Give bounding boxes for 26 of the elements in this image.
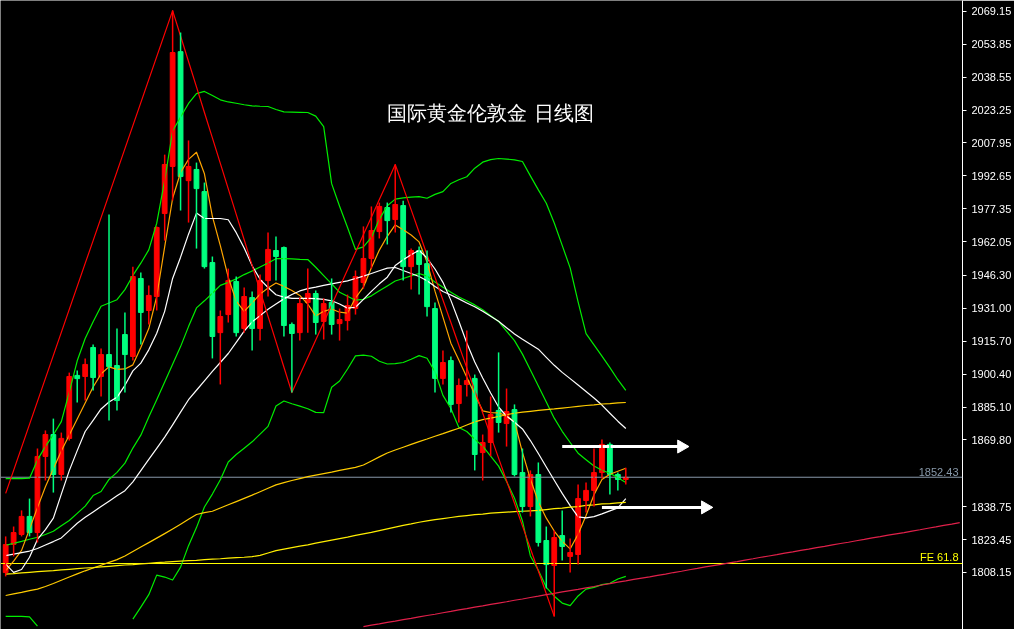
ref-line-label: FE 61.8 [919, 550, 959, 563]
y-tick-label: 1838.75 [971, 500, 1012, 513]
y-tick-label: 1962.05 [971, 235, 1012, 248]
y-tick-label: 1808.15 [971, 566, 1012, 579]
y-tick-label: 2023.25 [971, 104, 1012, 117]
y-tick-label: 1900.40 [971, 368, 1012, 381]
y-tick-label: 1823.45 [971, 533, 1012, 546]
y-tick-label: 2069.15 [971, 5, 1012, 18]
y-tick-label: 1869.80 [971, 433, 1012, 446]
y-tick-label: 1885.10 [971, 401, 1012, 414]
line-series [362, 522, 961, 628]
y-tick-label: 2053.85 [971, 38, 1012, 51]
candlestick [26, 497, 33, 538]
text: 国际黄金伦敦金 日线图 [387, 100, 594, 125]
y-tick-label: 1915.70 [971, 335, 1012, 348]
line-series [5, 401, 627, 597]
ref-line-label: 1852.43 [918, 466, 959, 479]
candlestick [193, 161, 200, 250]
line-series [5, 90, 627, 480]
y-tick-label: 2007.95 [971, 136, 1012, 149]
y-tick-label: 1992.65 [971, 169, 1012, 182]
y-tick-label: 1946.30 [971, 269, 1012, 282]
y-tick-label: 1977.35 [971, 202, 1012, 215]
candlestick [185, 139, 192, 224]
y-tick-label: 1931.00 [971, 302, 1012, 315]
y-tick-label: 2038.55 [971, 71, 1012, 84]
